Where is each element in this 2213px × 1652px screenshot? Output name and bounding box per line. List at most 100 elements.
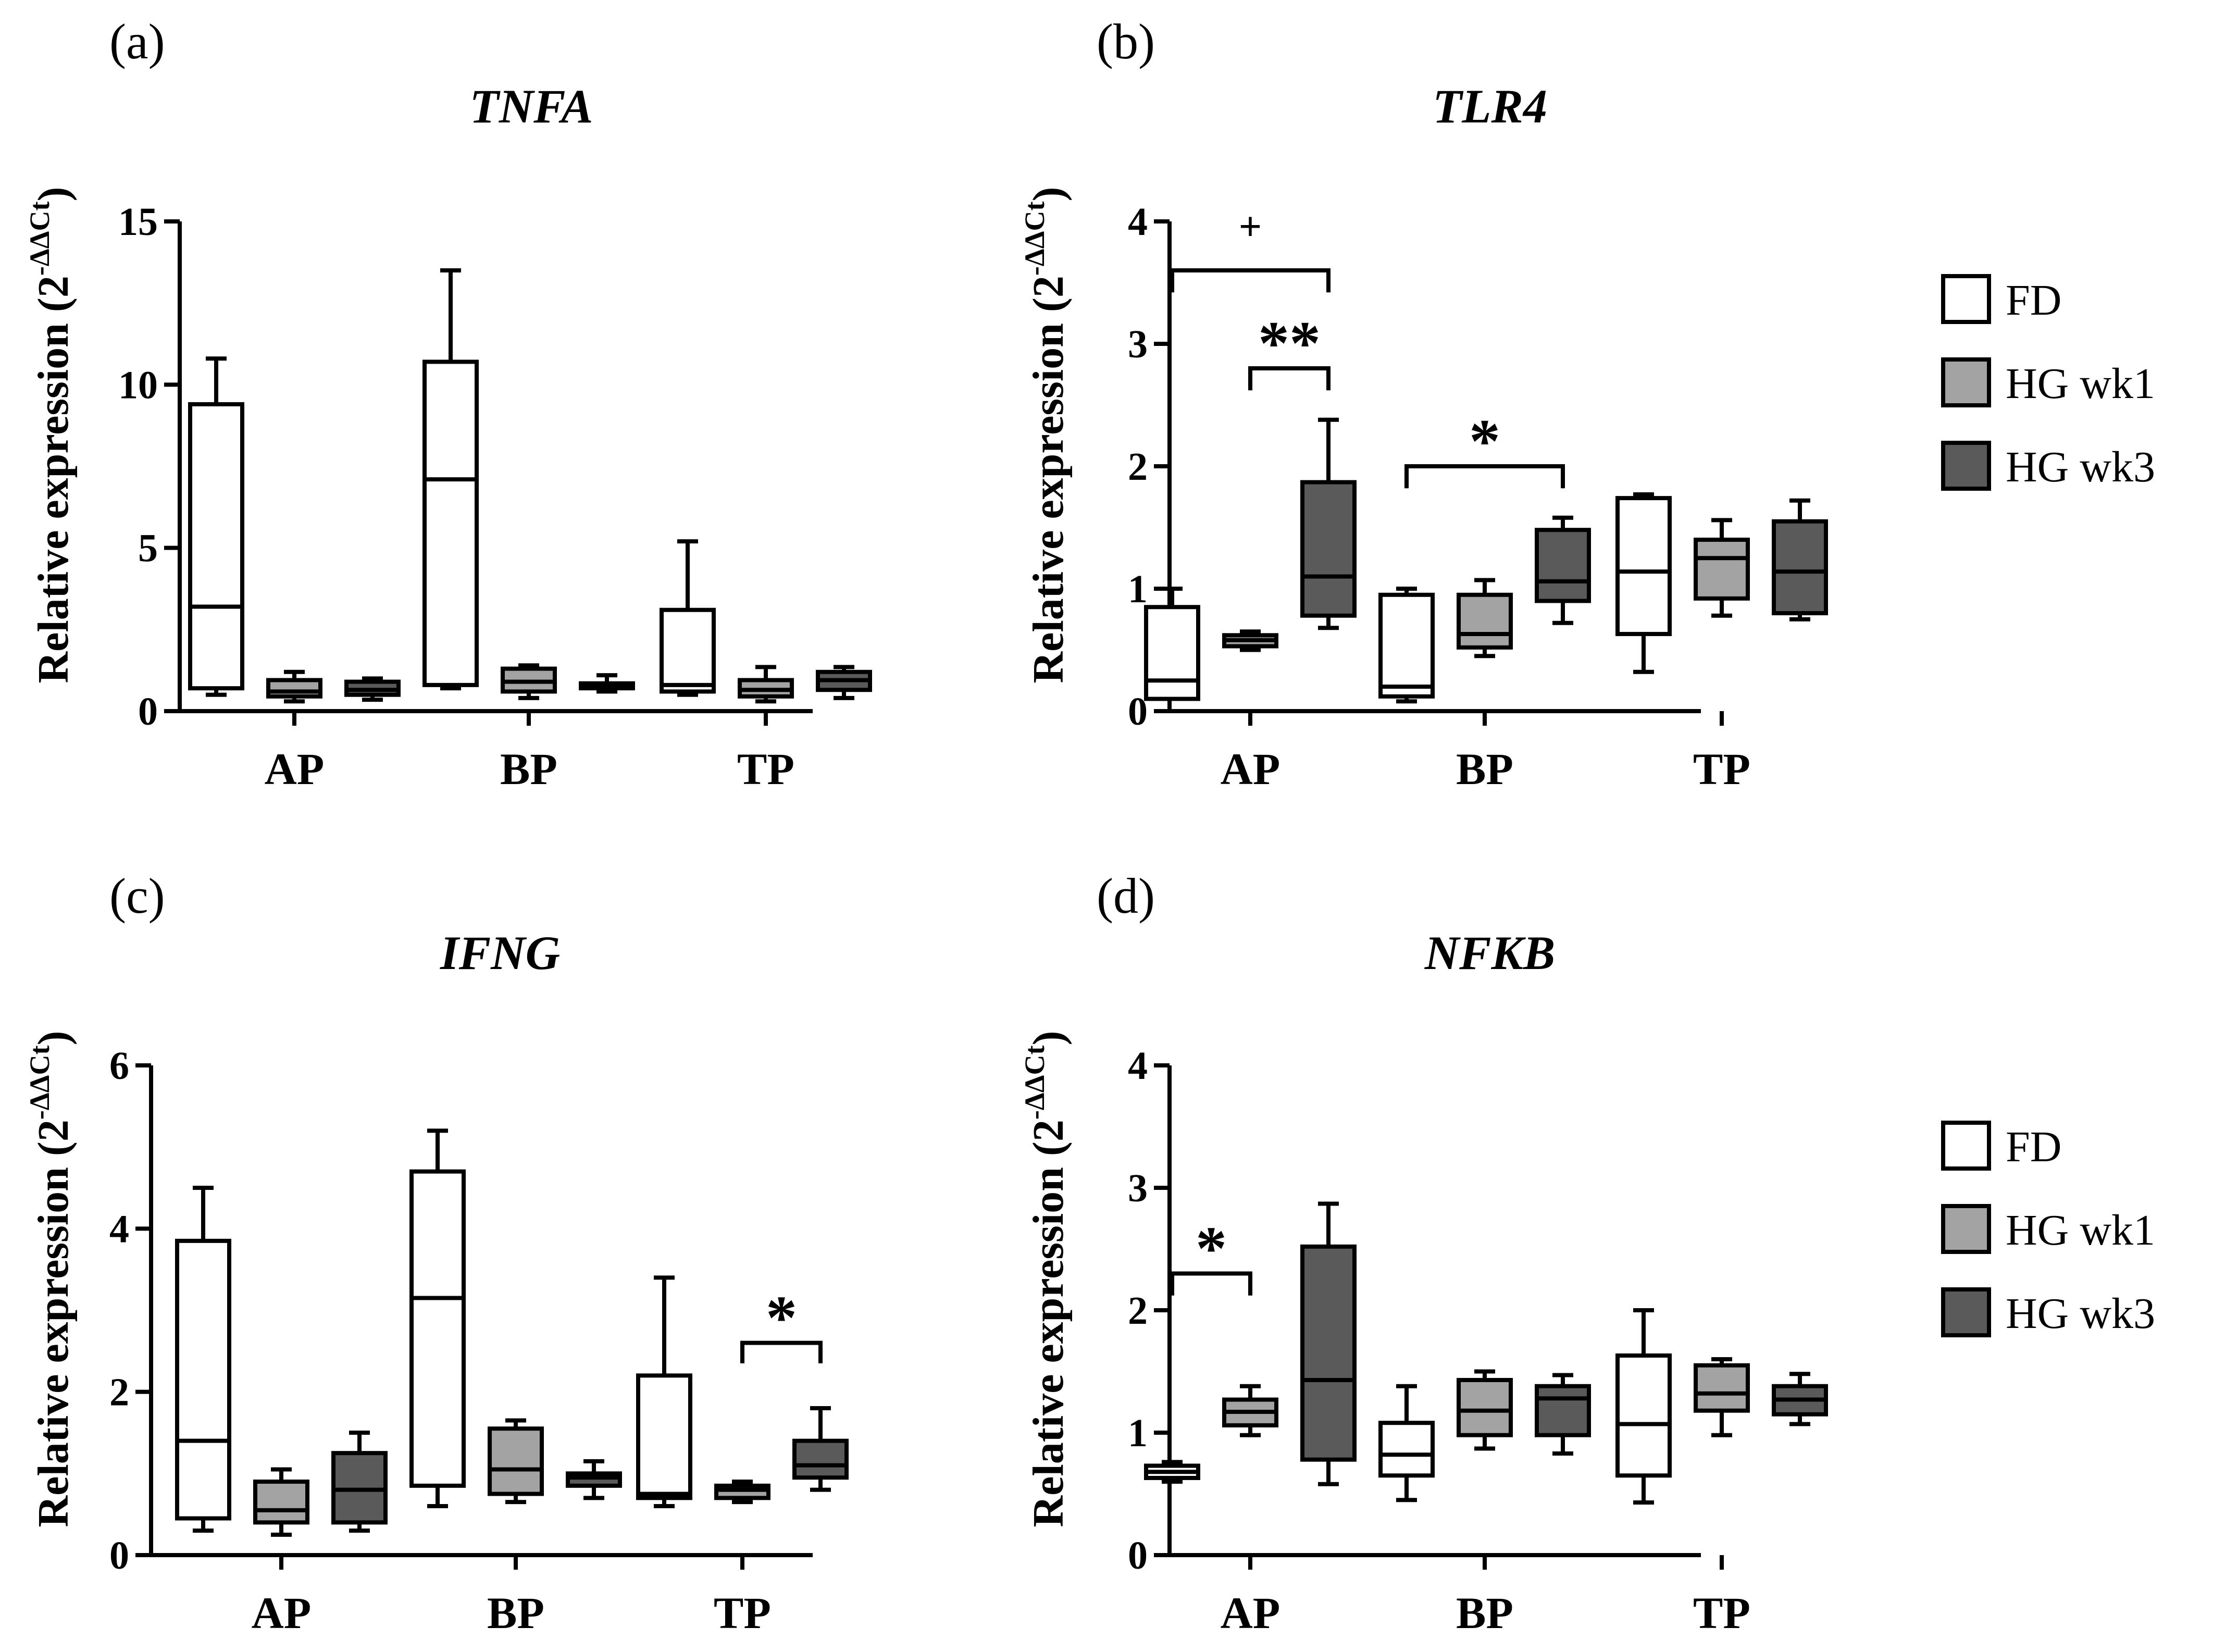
box-hg-wk1-ap bbox=[253, 1467, 309, 1537]
box-fd-tp bbox=[1615, 492, 1672, 674]
box-hg-wk3-bp bbox=[1535, 1373, 1591, 1456]
box-body bbox=[636, 1373, 692, 1500]
box-body bbox=[1457, 1377, 1513, 1437]
y-tick-label: 3 bbox=[1128, 1166, 1148, 1210]
significance-label: ** bbox=[1258, 308, 1321, 378]
y-axis-label: Relative expression (2-ΔΔCt) bbox=[24, 1030, 78, 1527]
chart-title: NFKB bbox=[1424, 926, 1556, 979]
box-body bbox=[1300, 480, 1357, 618]
box-hg-wk3-tp bbox=[816, 665, 872, 700]
legend-swatch bbox=[1941, 357, 1991, 407]
y-tick-label: 6 bbox=[109, 1044, 129, 1088]
x-category-label: TP bbox=[714, 1588, 771, 1638]
x-category-label: TP bbox=[1693, 1588, 1750, 1638]
x-category-label: BP bbox=[1456, 1588, 1513, 1638]
significance-label: * bbox=[1196, 1214, 1227, 1283]
box-fd-bp bbox=[1378, 587, 1435, 704]
panel-c: (c) IFNG 0 2 4 6 AP BP TP Relative expression (2-… bbox=[24, 868, 849, 1638]
legend-item: HG wk1 bbox=[1941, 357, 2155, 408]
y-tick-label: 0 bbox=[1128, 1534, 1148, 1578]
box-fd-tp bbox=[1615, 1308, 1672, 1505]
significance-annotation: + bbox=[1170, 204, 1331, 293]
box-hg-wk1-tp bbox=[738, 665, 794, 704]
y-tick-label: 0 bbox=[138, 690, 158, 734]
y-tick-label: 1 bbox=[1128, 567, 1148, 611]
box-body bbox=[409, 1169, 466, 1488]
box-hg-wk3-bp bbox=[1535, 515, 1591, 625]
box-fd-bp bbox=[422, 268, 479, 691]
x-category-label: BP bbox=[487, 1588, 544, 1638]
legend: FD HG wk1 HG wk3 bbox=[1941, 1121, 2155, 1338]
significance-label: * bbox=[766, 1283, 797, 1352]
box-hg-wk1-tp bbox=[1694, 1357, 1750, 1437]
box-hg-wk3-ap bbox=[1300, 417, 1357, 630]
significance-bracket bbox=[740, 1340, 823, 1363]
panel-letter: (a) bbox=[109, 14, 165, 69]
significance-annotation: * bbox=[1404, 406, 1565, 489]
legend-swatch bbox=[1941, 274, 1991, 324]
box-fd-tp bbox=[636, 1275, 692, 1508]
x-category-label: TP bbox=[1693, 744, 1750, 794]
y-tick-label: 10 bbox=[118, 363, 158, 407]
box-hg-wk3-bp bbox=[579, 673, 635, 694]
box-body bbox=[1772, 519, 1828, 615]
box-hg-wk1-bp bbox=[1457, 1369, 1513, 1451]
box-fd-ap bbox=[1144, 587, 1200, 701]
box-hg-wk3-tp bbox=[1772, 498, 1828, 622]
y-tick-label: 2 bbox=[1128, 445, 1148, 489]
box-body bbox=[1300, 1244, 1357, 1462]
x-category-label: AP bbox=[252, 1588, 312, 1638]
legend-item: HG wk3 bbox=[1941, 441, 2155, 491]
box-hg-wk1-ap bbox=[1222, 1384, 1278, 1437]
y-tick-label: 4 bbox=[1128, 1044, 1148, 1088]
box-body bbox=[175, 1238, 231, 1521]
x-category-label: AP bbox=[265, 744, 325, 794]
box-body bbox=[1615, 1353, 1672, 1478]
y-tick-label: 4 bbox=[109, 1207, 129, 1251]
legend-label: FD bbox=[2006, 276, 2061, 325]
legend-label: FD bbox=[2006, 1123, 2061, 1171]
legend: FD HG wk1 HG wk3 bbox=[1941, 274, 2155, 491]
box-fd-bp bbox=[409, 1128, 466, 1508]
box-body bbox=[792, 1438, 849, 1480]
legend-swatch bbox=[1941, 1287, 1991, 1337]
box-body bbox=[266, 678, 322, 699]
legend-swatch bbox=[1941, 1204, 1991, 1254]
x-category-label: AP bbox=[1221, 744, 1280, 794]
panel-d: (d) NFKB 0 1 2 3 4 AP BP TP Relative expression (2… bbox=[1019, 868, 2155, 1638]
box-hg-wk1-tp bbox=[1694, 518, 1750, 618]
y-tick-label: 2 bbox=[1128, 1289, 1148, 1333]
box-body bbox=[1378, 592, 1435, 699]
box-body bbox=[1535, 528, 1591, 603]
x-category-label: TP bbox=[737, 744, 794, 794]
box-hg-wk3-ap bbox=[1300, 1201, 1357, 1486]
legend-label: HG wk3 bbox=[2006, 443, 2155, 491]
legend-item: HG wk1 bbox=[1941, 1204, 2155, 1254]
box-fd-ap bbox=[1144, 1460, 1200, 1484]
box-hg-wk1-tp bbox=[714, 1480, 770, 1505]
box-body bbox=[488, 1426, 544, 1496]
chart-title: TNFA bbox=[470, 80, 593, 133]
panel-letter: (b) bbox=[1097, 14, 1155, 69]
box-hg-wk1-ap bbox=[1222, 629, 1278, 652]
significance-annotation: * bbox=[1170, 1214, 1252, 1296]
box-hg-wk1-ap bbox=[266, 669, 322, 704]
box-hg-wk1-bp bbox=[1457, 578, 1513, 659]
box-hg-wk1-bp bbox=[488, 1418, 544, 1505]
chart-title: IFNG bbox=[440, 926, 560, 979]
box-hg-wk3-bp bbox=[566, 1459, 622, 1500]
y-axis-label: Relative expression (2-ΔΔCt) bbox=[1019, 187, 1073, 683]
box-body bbox=[660, 607, 716, 694]
box-hg-wk3-ap bbox=[331, 1431, 388, 1533]
significance-bracket bbox=[1170, 268, 1331, 293]
panel-letter: (c) bbox=[109, 868, 165, 924]
y-axis-label: Relative expression (2-ΔΔCt) bbox=[24, 187, 78, 683]
box-body bbox=[253, 1480, 309, 1525]
significance-bracket bbox=[1404, 464, 1565, 489]
box-body bbox=[1535, 1384, 1591, 1437]
legend-label: HG wk1 bbox=[2006, 1206, 2155, 1254]
legend-label: HG wk1 bbox=[2006, 359, 2155, 408]
box-body bbox=[1144, 605, 1200, 701]
box-body bbox=[188, 402, 244, 691]
